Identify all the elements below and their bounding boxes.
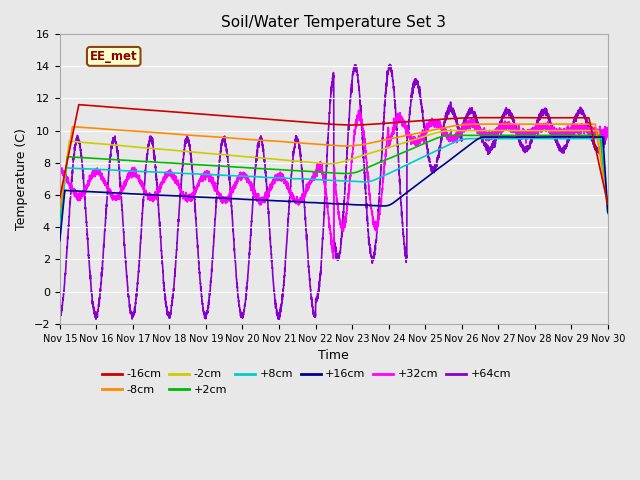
X-axis label: Time: Time (319, 349, 349, 362)
Title: Soil/Water Temperature Set 3: Soil/Water Temperature Set 3 (221, 15, 446, 30)
Text: EE_met: EE_met (90, 50, 138, 63)
Legend: -16cm, -8cm, -2cm, +2cm, +8cm, +16cm, +32cm, +64cm: -16cm, -8cm, -2cm, +2cm, +8cm, +16cm, +3… (97, 365, 515, 399)
Y-axis label: Temperature (C): Temperature (C) (15, 128, 28, 230)
